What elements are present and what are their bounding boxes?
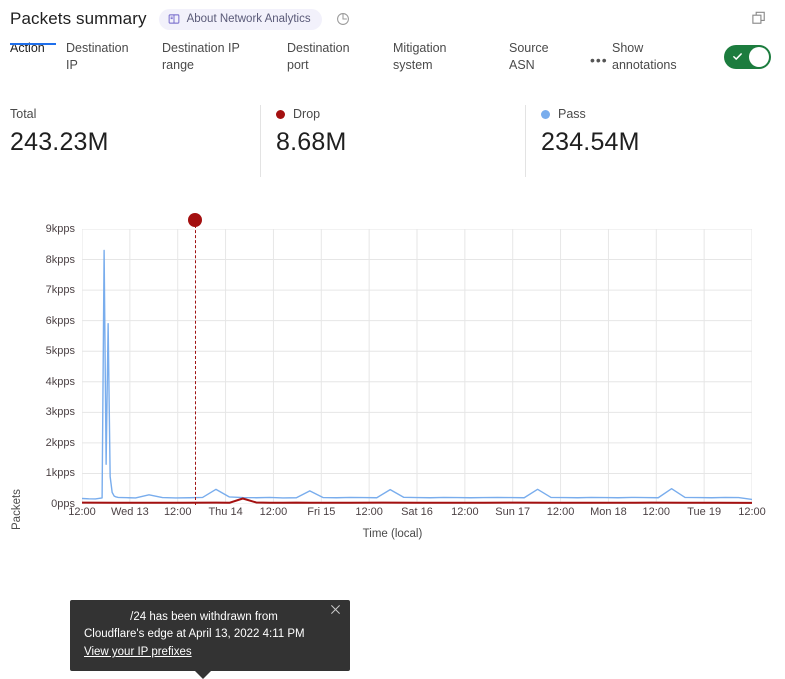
check-icon (733, 53, 742, 60)
y-tick-label: 0pps (51, 498, 75, 510)
y-axis-ticks: 9kpps 8kpps 7kpps 6kpps 5kpps 4kpps 3kpps 2kpps… (23, 200, 75, 555)
tab-mitigation-system-label: Mitigation system (393, 41, 447, 72)
tab-destination-ip-range-label: Destination IP range (162, 41, 240, 72)
stat-total-value: 243.23M (10, 128, 109, 156)
packets-chart: Packets 9kpps 8kpps 7kpps 6kpps 5kpps 4kpps 3k… (0, 200, 785, 679)
copy-icon[interactable] (749, 8, 769, 28)
chart-svg (81, 228, 753, 505)
x-tick-label: 12:00 (642, 506, 671, 518)
tab-destination-ip-label: Destination IP (66, 41, 129, 72)
y-tick-label: 2kpps (45, 436, 75, 449)
stat-total-label: Total (10, 107, 37, 121)
x-axis-title: Time (local) (362, 528, 423, 540)
show-annotations-label: Show annotations (612, 40, 694, 74)
tab-overflow-button[interactable]: ••• (590, 52, 608, 68)
x-tick-label: 12:00 (163, 506, 192, 518)
y-tick-label: 4kpps (45, 375, 75, 388)
x-tick-label: 12:00 (738, 506, 766, 518)
page-title: Packets summary (10, 9, 147, 28)
stat-drop: Drop 8.68M (276, 105, 346, 157)
about-network-analytics-badge[interactable]: About Network Analytics (158, 8, 322, 30)
y-tick-label: 5kpps (45, 345, 75, 358)
x-tick-label: Sat 16 (401, 506, 433, 518)
drop-color-dot (276, 109, 285, 119)
y-tick-label: 3kpps (45, 406, 75, 419)
x-tick-label: 12:00 (451, 506, 479, 518)
annotation-marker[interactable] (187, 213, 202, 227)
stat-total: Total 243.23M (10, 105, 109, 157)
tab-source-asn-label: Source ASN (509, 41, 549, 72)
tab-destination-port[interactable]: Destination port (287, 40, 365, 74)
tab-active-underline (10, 43, 56, 45)
toggle-knob (749, 47, 769, 67)
tab-source-asn[interactable]: Source ASN (509, 40, 565, 74)
page-header: Packets summary About Network Analytics (0, 0, 785, 38)
x-tick-label: Wed 13 (110, 506, 149, 518)
stat-drop-label: Drop (293, 107, 321, 121)
pass-color-dot (541, 109, 550, 119)
x-tick-label: 12:00 (68, 506, 96, 518)
tooltip-arrow (194, 670, 212, 679)
tab-destination-port-label: Destination port (287, 41, 350, 72)
annotation-line-2: Cloudflare's edge at April 13, 2022 4:11… (84, 628, 305, 640)
y-tick-label: 8kpps (45, 253, 75, 266)
annotation-line-1: /24 has been withdrawn from (130, 611, 278, 623)
book-icon (168, 13, 180, 25)
x-tick-label: Mon 18 (590, 506, 627, 518)
annotation-tooltip: /24 has been withdrawn from Cloudflare's… (70, 600, 350, 679)
stat-divider-1 (260, 105, 261, 177)
y-tick-label: 7kpps (45, 284, 75, 297)
stat-pass-label: Pass (558, 107, 586, 121)
stat-drop-value: 8.68M (276, 128, 347, 156)
y-tick-label: 1kpps (45, 467, 75, 480)
view-ip-prefixes-link[interactable]: View your IP prefixes (84, 646, 192, 658)
x-tick-label: 12:00 (355, 506, 383, 518)
annotation-line (194, 220, 196, 505)
tab-action[interactable]: Action (10, 40, 56, 57)
tab-destination-ip-range[interactable]: Destination IP range (162, 40, 254, 74)
show-annotations-text: Show annotations (612, 41, 677, 72)
stat-pass: Pass 234.54M (541, 105, 640, 157)
x-tick-label: 12:00 (546, 506, 575, 518)
y-tick-label: 6kpps (45, 314, 75, 327)
x-tick-label: 12:00 (259, 506, 288, 518)
stat-divider-2 (525, 105, 526, 177)
x-tick-label: Fri 15 (307, 506, 336, 518)
about-badge-label: About Network Analytics (186, 13, 311, 25)
x-tick-label: Thu 14 (208, 506, 243, 518)
y-tick-label: 9kpps (45, 223, 75, 235)
stat-pass-value: 234.54M (541, 128, 640, 156)
x-tick-label: Tue 19 (687, 506, 722, 518)
close-icon[interactable] (330, 604, 344, 618)
tab-bar: Action Destination IP Destination IP ran… (0, 40, 785, 86)
tab-mitigation-system[interactable]: Mitigation system (393, 40, 469, 74)
show-annotations-toggle[interactable] (724, 45, 771, 69)
x-tick-label: Sun 17 (495, 506, 531, 518)
summary-stats: Total 243.23M Drop 8.68M Pass 234.54M (0, 105, 785, 180)
clock-icon[interactable] (334, 10, 352, 28)
y-axis-title: Packets (11, 489, 23, 530)
plot-area (81, 228, 753, 505)
tab-destination-ip[interactable]: Destination IP (66, 40, 136, 74)
